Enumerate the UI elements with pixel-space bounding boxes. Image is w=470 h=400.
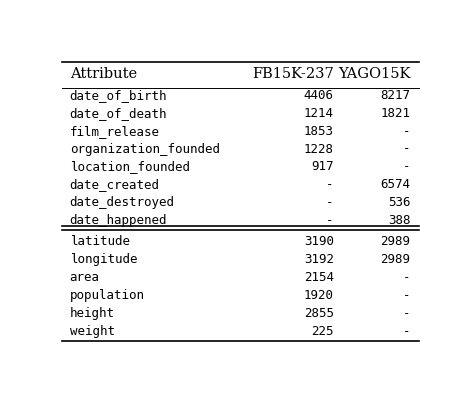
Text: area: area	[70, 271, 100, 284]
Text: -: -	[403, 124, 410, 138]
Text: FB15K-237: FB15K-237	[252, 67, 334, 81]
Text: date_destroyed: date_destroyed	[70, 196, 175, 209]
Text: 2855: 2855	[304, 307, 334, 320]
Text: 917: 917	[311, 160, 334, 174]
Text: date_created: date_created	[70, 178, 160, 191]
Text: 1920: 1920	[304, 289, 334, 302]
Text: date_happened: date_happened	[70, 214, 167, 227]
Text: weight: weight	[70, 324, 115, 338]
Text: -: -	[326, 178, 334, 191]
Text: 2989: 2989	[380, 253, 410, 266]
Text: -: -	[403, 160, 410, 174]
Text: YAGO15K: YAGO15K	[338, 67, 410, 81]
Text: 8217: 8217	[380, 89, 410, 102]
Text: 1821: 1821	[380, 107, 410, 120]
Text: film_release: film_release	[70, 124, 160, 138]
Text: 4406: 4406	[304, 89, 334, 102]
Text: longitude: longitude	[70, 253, 137, 266]
Text: 1214: 1214	[304, 107, 334, 120]
Text: 3190: 3190	[304, 235, 334, 248]
Text: 1228: 1228	[304, 142, 334, 156]
Text: -: -	[326, 214, 334, 227]
Text: 6574: 6574	[380, 178, 410, 191]
Text: 388: 388	[388, 214, 410, 227]
Text: 225: 225	[311, 324, 334, 338]
Text: population: population	[70, 289, 145, 302]
Text: latitude: latitude	[70, 235, 130, 248]
Text: 2989: 2989	[380, 235, 410, 248]
Text: -: -	[403, 307, 410, 320]
Text: -: -	[403, 271, 410, 284]
Text: height: height	[70, 307, 115, 320]
Text: -: -	[403, 142, 410, 156]
Text: organization_founded: organization_founded	[70, 142, 219, 156]
Text: date_of_death: date_of_death	[70, 107, 167, 120]
Text: Attribute: Attribute	[70, 67, 137, 81]
Text: 536: 536	[388, 196, 410, 209]
Text: location_founded: location_founded	[70, 160, 190, 174]
Text: 2154: 2154	[304, 271, 334, 284]
Text: -: -	[326, 196, 334, 209]
Text: 3192: 3192	[304, 253, 334, 266]
Text: -: -	[403, 289, 410, 302]
Text: date_of_birth: date_of_birth	[70, 89, 167, 102]
Text: -: -	[403, 324, 410, 338]
Text: 1853: 1853	[304, 124, 334, 138]
